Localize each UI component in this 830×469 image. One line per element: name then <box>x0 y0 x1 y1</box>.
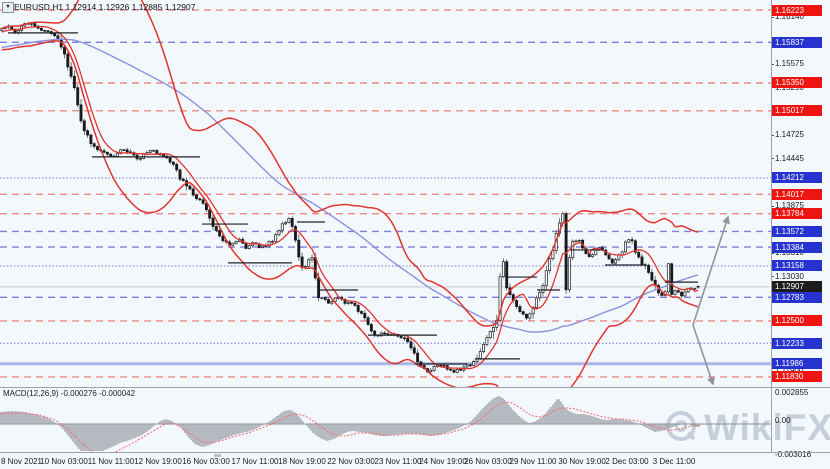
slow-ma-blue-line <box>1 38 699 333</box>
forecast-arrow-down <box>692 324 715 386</box>
price-axis-tick <box>771 276 774 278</box>
date-tick-label: 23 Nov 11:00 <box>374 457 422 466</box>
level-lines <box>0 9 771 378</box>
macd-axis-max-label: 0.002855 <box>775 388 809 397</box>
price-level-badge: 1.15350 <box>772 77 822 89</box>
price-tick-label: 1.13310 <box>775 248 804 258</box>
price-level-badge: 1.16223 <box>772 4 822 16</box>
price-level-badge: 1.11830 <box>772 371 822 383</box>
macd-histogram <box>0 396 700 451</box>
price-tick-label: 1.11900 <box>775 366 803 375</box>
lower-band-red-line <box>1 40 699 387</box>
price-tick-label: 1.14725 <box>775 130 804 140</box>
price-level-badge: 1.13572 <box>772 225 822 237</box>
price-level-badge: 1.13784 <box>772 208 822 220</box>
chart-dropdown-button[interactable]: ▼ <box>2 2 14 13</box>
date-tick-label: 30 Nov 19:00 <box>558 457 606 466</box>
chart-scroll-marker[interactable] <box>214 454 221 457</box>
price-axis-tick <box>771 63 774 65</box>
price-axis-tick <box>771 370 774 372</box>
macd-indicator-panel[interactable] <box>0 388 771 452</box>
price-tick-label: 1.15575 <box>775 59 804 69</box>
date-axis[interactable]: 8 Nov 2021 10 Nov 03:00 11 Nov 11:00 12 Nov… <box>0 453 830 469</box>
fast-ma-red-line <box>1 25 699 370</box>
date-tick-label: 18 Nov 19:00 <box>278 457 326 466</box>
price-level-badge: 1.15017 <box>772 105 822 117</box>
symbol-ohlc-info: EURUSD,H1 1.12914 1.12926 1.12885 1.1290… <box>14 2 196 12</box>
price-level-badge: 1.15837 <box>772 36 822 48</box>
price-level-badge: 1.12233 <box>772 337 822 349</box>
upper-band-red-line <box>1 0 699 327</box>
price-level-badge: 1.14017 <box>772 188 822 200</box>
forecast-arrow-up <box>692 215 730 326</box>
date-tick-label: 10 Nov 03:00 <box>40 457 88 466</box>
price-level-badge: 1.12500 <box>772 315 822 327</box>
price-axis-tick <box>771 134 774 136</box>
price-tick-label: 1.14445 <box>775 153 804 163</box>
price-level-badge: 1.12783 <box>772 291 822 303</box>
date-tick-label: 29 Nov 11:00 <box>509 457 557 466</box>
price-level-badge: 1.14212 <box>772 172 822 184</box>
date-tick-label: 16 Nov 03:00 <box>182 457 230 466</box>
wikifx-text: WikiFX <box>704 407 830 448</box>
date-tick-label: 11 Nov 11:00 <box>87 457 135 466</box>
price-level-badge: 1.11986 <box>772 358 822 370</box>
macd-dateaxis-separator <box>0 452 830 453</box>
date-tick-label: 24 Nov 19:00 <box>419 457 467 466</box>
wikifx-watermark: WikiFX <box>664 408 830 448</box>
price-axis-tick <box>771 16 774 18</box>
date-tick-label: 2 Dec 03:00 <box>605 457 649 466</box>
price-tick-label: 1.13030 <box>775 271 804 281</box>
price-axis[interactable]: 1.161401.155751.152901.147251.144451.138… <box>771 0 830 453</box>
price-axis-tick <box>771 205 774 207</box>
price-level-badge: 1.12907 <box>772 281 822 293</box>
price-chart-canvas[interactable] <box>0 0 771 387</box>
dropdown-arrow-icon: ▼ <box>5 4 11 10</box>
date-tick-label: 3 Dec 11:00 <box>652 457 696 466</box>
date-tick-label: 22 Nov 03:00 <box>327 457 375 466</box>
date-tick-label: 12 Nov 19:00 <box>134 457 182 466</box>
macd-label: MACD(12,26,9) -0.000276 -0.000042 <box>3 389 136 398</box>
price-axis-tick <box>771 158 774 160</box>
macd-axis-zero-label: 0.00 <box>775 416 791 425</box>
chart-macd-separator <box>0 387 830 388</box>
price-tick-label: 1.16140 <box>775 12 804 21</box>
date-tick-label: 8 Nov 2021 <box>1 457 42 466</box>
price-axis-separator <box>771 0 772 453</box>
price-level-badge: 1.13384 <box>772 241 822 253</box>
macd-axis-min-label: -0.003016 <box>775 450 812 459</box>
price-axis-tick <box>771 252 774 254</box>
price-level-badge: 1.13158 <box>772 260 822 272</box>
price-tick-label: 1.13875 <box>775 201 804 211</box>
range-segment-lines <box>8 32 698 365</box>
date-tick-label: 26 Nov 03:00 <box>464 457 512 466</box>
date-tick-label: 17 Nov 11:00 <box>231 457 279 466</box>
